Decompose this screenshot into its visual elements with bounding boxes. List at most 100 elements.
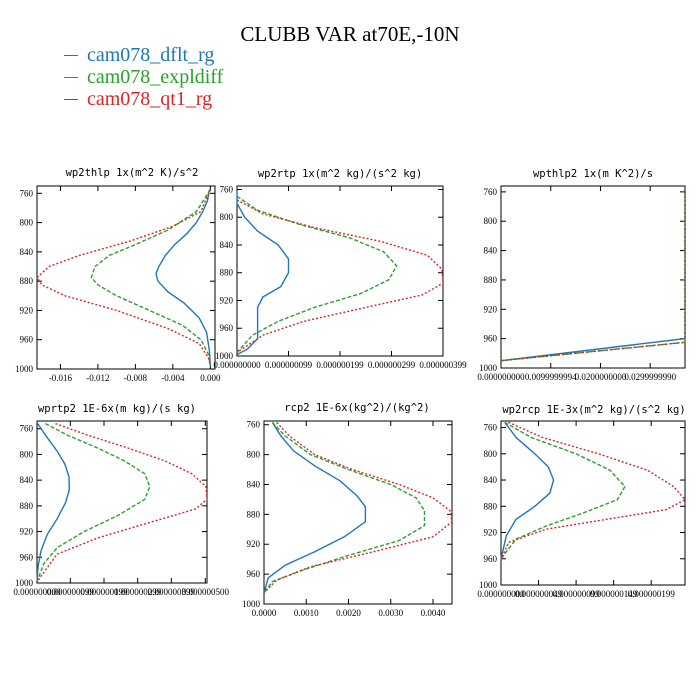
- chart-panel-6: wp2rcp 1E-3x(m^2 kg)/(s^2 kg) 760 800 840 88…: [477, 404, 687, 599]
- y-tick-label: 760: [20, 188, 34, 198]
- chart-title: wprtp2 1E-6x(m kg)/(s kg): [38, 403, 196, 415]
- chart-title: wp2rtp 1x(m^2 kg)/(s^2 kg): [258, 168, 422, 180]
- x-tick-label: 0.0040: [421, 608, 446, 618]
- x-tick-label: 0.0299999990: [624, 372, 676, 382]
- y-tick-label: 1000: [479, 580, 498, 590]
- chart-panel-1: wp2thlp 1x(m^2 K)/s^2 760 800 840 880 920 960 1…: [15, 167, 221, 383]
- x-tick-label: 0.000000199: [80, 587, 128, 597]
- y-tick-label: 760: [220, 184, 234, 194]
- x-tick-label: 0.0099999994: [525, 372, 577, 382]
- series-line-3: [236, 199, 444, 354]
- plot-frame: [263, 420, 453, 605]
- series-line-3: [36, 422, 208, 583]
- x-tick-label: 0.000000299: [368, 360, 416, 370]
- series-line-1: [236, 190, 290, 356]
- y-tick-label: 920: [20, 527, 34, 537]
- x-tick-label: 0.0030: [378, 608, 403, 618]
- y-tick-label: 880: [20, 276, 34, 286]
- y-tick-label: 960: [20, 335, 34, 345]
- series-line-2: [263, 422, 426, 594]
- x-tick-label: -0.016: [49, 373, 73, 383]
- y-tick-label: 800: [484, 216, 498, 226]
- x-tick-label: -0.008: [124, 373, 148, 383]
- plot-frame: [236, 185, 444, 357]
- y-tick-label: 920: [484, 304, 498, 314]
- chart-panel-3: wpthlp2 1x(m K^2)/s 760 800 840 880 920 960 100…: [477, 168, 686, 382]
- x-tick-label: 0.000000099: [265, 360, 313, 370]
- x-tick-label: 0.0020: [336, 608, 361, 618]
- y-tick-label: 880: [247, 509, 261, 519]
- chart-title: wpthlp2 1x(m K^2)/s: [533, 168, 653, 180]
- plot-frame: [36, 185, 216, 370]
- series-line-1: [36, 423, 71, 582]
- series-line-2: [236, 195, 398, 353]
- y-tick-label: 800: [484, 449, 498, 459]
- y-tick-label: 920: [220, 295, 234, 305]
- y-tick-label: 1000: [242, 599, 261, 609]
- y-tick-label: 800: [20, 449, 34, 459]
- x-tick-label: 0.000000000: [213, 360, 261, 370]
- y-tick-label: 920: [484, 528, 498, 538]
- x-tick-label: 0.000000399: [148, 587, 196, 597]
- x-tick-label: 0.0000: [252, 608, 277, 618]
- series-line-2: [90, 189, 211, 366]
- y-tick-label: 960: [220, 323, 234, 333]
- y-tick-label: 840: [484, 475, 498, 485]
- chart-title: rcp2 1E-6x(kg^2)/(kg^2): [284, 402, 429, 414]
- x-tick-label: 0.0010: [294, 608, 319, 618]
- y-tick-label: 840: [20, 247, 34, 257]
- y-tick-label: 840: [484, 246, 498, 256]
- y-tick-label: 760: [484, 187, 498, 197]
- series-line-2: [500, 191, 686, 362]
- y-tick-label: 1000: [215, 351, 234, 361]
- legend-label: cam078_qt1_rg: [87, 88, 213, 110]
- y-tick-label: 1000: [15, 364, 34, 374]
- x-tick-label: 0.000000299: [114, 587, 162, 597]
- y-tick-label: 840: [247, 479, 261, 489]
- x-tick-label: 0.000000000: [13, 587, 61, 597]
- plot-frame: [500, 185, 686, 369]
- x-tick-label: 0.000000199: [628, 589, 676, 599]
- series-line-3: [263, 422, 453, 594]
- series-line-3: [500, 191, 686, 362]
- x-tick-label: 0.000000099: [47, 587, 95, 597]
- chart-title: wp2thlp 1x(m^2 K)/s^2: [66, 167, 199, 179]
- series-line-3: [36, 189, 211, 366]
- y-tick-label: 1000: [15, 578, 34, 588]
- y-tick-label: 800: [20, 218, 34, 228]
- x-tick-label: 0.000000099: [552, 589, 600, 599]
- chart-panel-5: rcp2 1E-6x(kg^2)/(kg^2) 760 800 840 880 920 96…: [242, 402, 453, 618]
- y-tick-label: 960: [484, 334, 498, 344]
- x-tick-label: 0.000000000: [477, 372, 525, 382]
- legend-swatch: [64, 55, 78, 56]
- y-tick-label: 960: [247, 569, 261, 579]
- legend-label: cam078_expldiff: [87, 66, 224, 88]
- x-tick-label: 0.000000149: [590, 589, 638, 599]
- y-tick-label: 880: [220, 268, 234, 278]
- y-tick-label: 800: [220, 212, 234, 222]
- x-tick-label: -0.004: [161, 373, 185, 383]
- chart-panel-4: wprtp2 1E-6x(m kg)/(s kg) 760 800 840 880 920…: [13, 403, 229, 597]
- x-tick-label: 0.000000199: [316, 360, 364, 370]
- y-tick-label: 800: [247, 450, 261, 460]
- x-tick-label: 0.0200000000: [575, 372, 627, 382]
- series-line-3: [500, 421, 687, 561]
- series-line-1: [500, 421, 555, 559]
- series-line-1: [263, 422, 367, 593]
- plot-frame: [36, 420, 208, 584]
- y-tick-label: 760: [20, 424, 34, 434]
- y-tick-label: 880: [484, 275, 498, 285]
- series-line-1: [155, 189, 211, 366]
- legend-label: cam078_dflt_rg: [87, 44, 215, 66]
- plot-frame: [500, 420, 686, 586]
- chart-panel-2: wp2rtp 1x(m^2 kg)/(s^2 kg) 760 800 840 880 92…: [213, 168, 467, 370]
- y-tick-label: 880: [20, 501, 34, 511]
- y-tick-label: 960: [20, 552, 34, 562]
- x-tick-label: 0.000000049: [515, 589, 563, 599]
- y-tick-label: 760: [247, 420, 261, 430]
- y-tick-label: 880: [484, 501, 498, 511]
- x-tick-label: 0.000000399: [419, 360, 467, 370]
- series-line-2: [500, 421, 626, 560]
- y-tick-label: 960: [484, 554, 498, 564]
- x-tick-label: 0.000000500: [182, 587, 230, 597]
